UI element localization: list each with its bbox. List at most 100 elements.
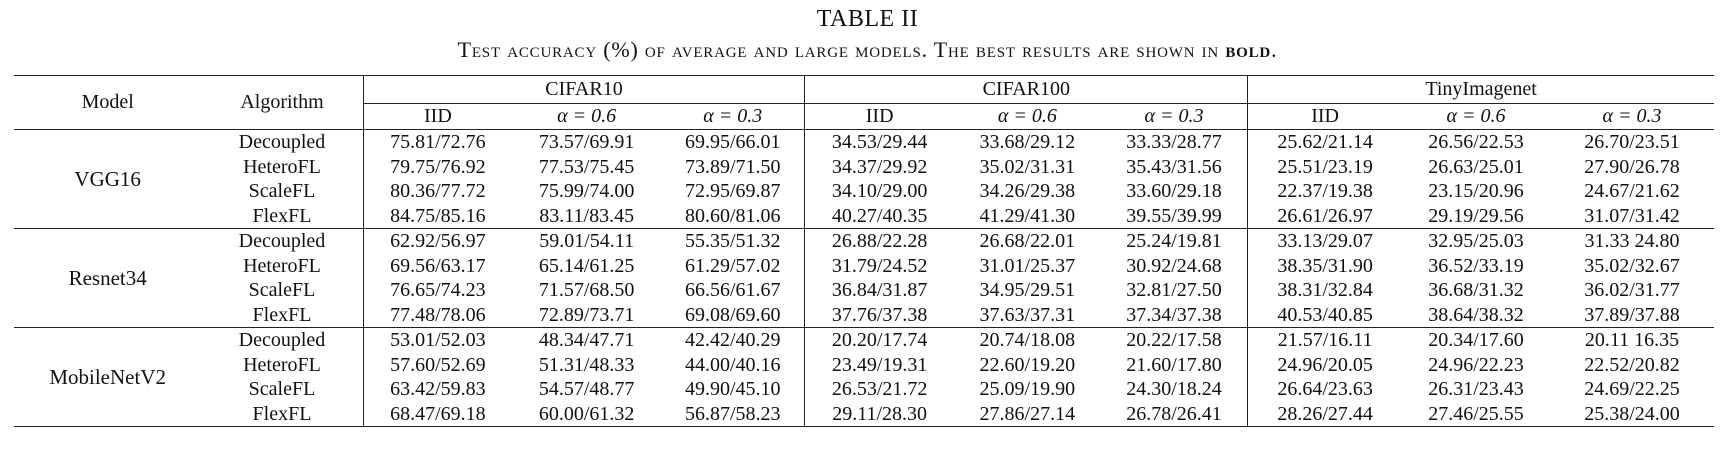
algorithm-cell: HeteroFL <box>243 254 321 277</box>
header-row-datasets: Model Algorithm CIFAR10 CIFAR100 TinyIma… <box>14 75 1714 130</box>
accuracy-cell: 84.75/85.16 <box>362 203 513 229</box>
table-header: Model Algorithm CIFAR10 CIFAR100 TinyIma… <box>14 75 1714 130</box>
caption-bold-word: bold <box>1225 37 1272 62</box>
accuracy-cell: 38.31/32.84 <box>1247 278 1403 303</box>
accuracy-cell: 26.78/26.41 <box>1126 402 1222 425</box>
algorithm-cell: ScaleFL <box>248 180 316 202</box>
header-setting: IID <box>362 103 513 130</box>
accuracy-cell: 26.53/21.72 <box>804 377 954 402</box>
algorithm-cell: FlexFL <box>252 402 312 425</box>
accuracy-cell: 80.36/77.72 <box>362 179 513 204</box>
model-block: MobileNetV2 Decoupled 53.01/52.03 48.34/47.… <box>14 327 1714 427</box>
accuracy-cell: 26.61/26.97 <box>1247 203 1403 229</box>
accuracy-cell: 37.63/37.31 <box>979 303 1076 326</box>
table-row: HeteroFL 79.75/76.92 77.53/75.45 73.89/71.5… <box>14 154 1714 179</box>
accuracy-cell: 25.51/23.19 <box>1247 154 1403 179</box>
accuracy-cell: 37.34/37.38 <box>1126 303 1222 326</box>
accuracy-cell: 30.92/24.68 <box>1126 254 1222 277</box>
model-name-cell: Resnet34 <box>68 265 147 290</box>
accuracy-cell: 23.15/20.96 <box>1428 180 1524 202</box>
accuracy-cell: 69.56/63.17 <box>362 253 513 278</box>
accuracy-cell: 31.79/24.52 <box>804 253 954 278</box>
accuracy-cell: 31.07/31.42 <box>1584 204 1680 227</box>
accuracy-cell: 33.68/29.12 <box>979 131 1076 153</box>
accuracy-cell: 72.89/73.71 <box>538 303 635 326</box>
table-row: FlexFL 77.48/78.06 72.89/73.71 69.08/69.60 3… <box>14 302 1714 328</box>
header-row-settings: IID α = 0.6 α = 0.3 IID α = 0.6 α = 0.3 IID α =… <box>14 103 1714 130</box>
header-setting: α = 0.3 <box>1100 103 1248 130</box>
table-row: FlexFL 68.47/69.18 60.00/61.32 56.87/58.23 2… <box>14 401 1714 427</box>
accuracy-cell: 35.43/31.56 <box>1126 155 1222 178</box>
accuracy-cell: 71.57/68.50 <box>538 279 635 301</box>
accuracy-cell: 25.09/19.90 <box>979 378 1076 400</box>
accuracy-cell: 21.57/16.11 <box>1247 327 1403 353</box>
header-algorithm: Algorithm <box>201 75 364 130</box>
accuracy-cell: 72.95/69.87 <box>684 180 781 202</box>
algorithm-cell: Decoupled <box>238 230 326 252</box>
accuracy-cell: 59.01/54.11 <box>539 230 635 252</box>
accuracy-cell: 34.37/29.92 <box>804 154 954 179</box>
accuracy-cell: 33.60/29.18 <box>1126 180 1222 202</box>
accuracy-cell: 77.48/78.06 <box>362 302 513 328</box>
accuracy-cell: 51.31/48.33 <box>538 353 635 376</box>
accuracy-cell: 26.56/22.53 <box>1428 131 1524 153</box>
header-setting: α = 0.3 <box>661 103 805 130</box>
accuracy-cell: 22.37/19.38 <box>1247 179 1403 204</box>
accuracy-cell: 31.33 24.80 <box>1584 230 1680 252</box>
accuracy-cell: 24.96/22.23 <box>1428 353 1524 376</box>
accuracy-cell: 40.27/40.35 <box>804 203 954 229</box>
accuracy-cell: 73.57/69.91 <box>538 131 635 153</box>
accuracy-cell: 37.76/37.38 <box>804 302 954 328</box>
table-number: TABLE II <box>816 6 919 32</box>
header-dataset-tinyimagenet: TinyImagenet <box>1247 75 1714 104</box>
accuracy-cell: 22.52/20.82 <box>1584 353 1680 376</box>
accuracy-cell: 38.35/31.90 <box>1247 253 1403 278</box>
header-setting: α = 0.3 <box>1549 103 1714 130</box>
algorithm-cell: ScaleFL <box>248 279 316 301</box>
accuracy-cell: 26.31/23.43 <box>1428 378 1524 400</box>
accuracy-cell: 61.29/57.02 <box>684 254 781 277</box>
accuracy-cell: 24.69/22.25 <box>1584 378 1680 400</box>
accuracy-cell: 26.88/22.28 <box>804 228 954 254</box>
accuracy-cell: 80.60/81.06 <box>684 204 781 227</box>
accuracy-cell: 55.35/51.32 <box>684 230 781 252</box>
table-row: ScaleFL 63.42/59.83 54.57/48.77 49.90/45.10… <box>14 377 1714 402</box>
accuracy-cell: 28.26/27.44 <box>1247 401 1403 427</box>
model-name-cell: VGG16 <box>74 166 141 191</box>
accuracy-cell: 31.01/25.37 <box>979 254 1076 277</box>
accuracy-cell: 77.53/75.45 <box>538 155 635 178</box>
accuracy-cell: 34.53/29.44 <box>804 129 954 155</box>
model-block: Resnet34 Decoupled 62.92/56.97 59.01/54.11 5… <box>14 228 1714 328</box>
header-dataset-cifar10: CIFAR10 <box>362 75 805 104</box>
accuracy-cell: 36.84/31.87 <box>804 278 954 303</box>
accuracy-cell: 56.87/58.23 <box>684 402 781 425</box>
accuracy-cell: 26.68/22.01 <box>979 230 1076 252</box>
accuracy-cell: 25.24/19.81 <box>1126 230 1222 252</box>
accuracy-cell: 25.38/24.00 <box>1584 402 1680 425</box>
accuracy-cell: 65.14/61.25 <box>538 254 635 277</box>
accuracy-cell: 48.34/47.71 <box>538 329 635 351</box>
accuracy-cell: 69.08/69.60 <box>684 303 781 326</box>
accuracy-cell: 27.90/26.78 <box>1584 155 1680 178</box>
accuracy-cell: 20.11 16.35 <box>1584 329 1680 351</box>
accuracy-cell: 20.74/18.08 <box>979 329 1076 351</box>
accuracy-cell: 33.33/28.77 <box>1126 131 1222 153</box>
accuracy-cell: 38.64/38.32 <box>1428 303 1524 326</box>
accuracy-cell: 27.46/25.55 <box>1428 402 1524 425</box>
algorithm-cell: HeteroFL <box>243 155 321 178</box>
accuracy-cell: 35.02/32.67 <box>1584 254 1680 277</box>
accuracy-cell: 24.96/20.05 <box>1247 352 1403 377</box>
caption-text: Test accuracy (%) of average and large m… <box>457 37 1226 62</box>
accuracy-cell: 35.02/31.31 <box>979 155 1076 178</box>
table-caption: Test accuracy (%) of average and large m… <box>0 36 1735 64</box>
header-dataset-cifar100: CIFAR100 <box>804 75 1248 104</box>
accuracy-cell: 69.95/66.01 <box>684 131 781 153</box>
accuracy-cell: 29.19/29.56 <box>1428 204 1524 227</box>
algorithm-cell: HeteroFL <box>243 353 321 376</box>
accuracy-cell: 79.75/76.92 <box>362 154 513 179</box>
caption-period: . <box>1271 37 1278 62</box>
algorithm-cell: Decoupled <box>238 329 326 351</box>
accuracy-cell: 54.57/48.77 <box>538 378 635 400</box>
accuracy-cell: 41.29/41.30 <box>979 204 1076 227</box>
